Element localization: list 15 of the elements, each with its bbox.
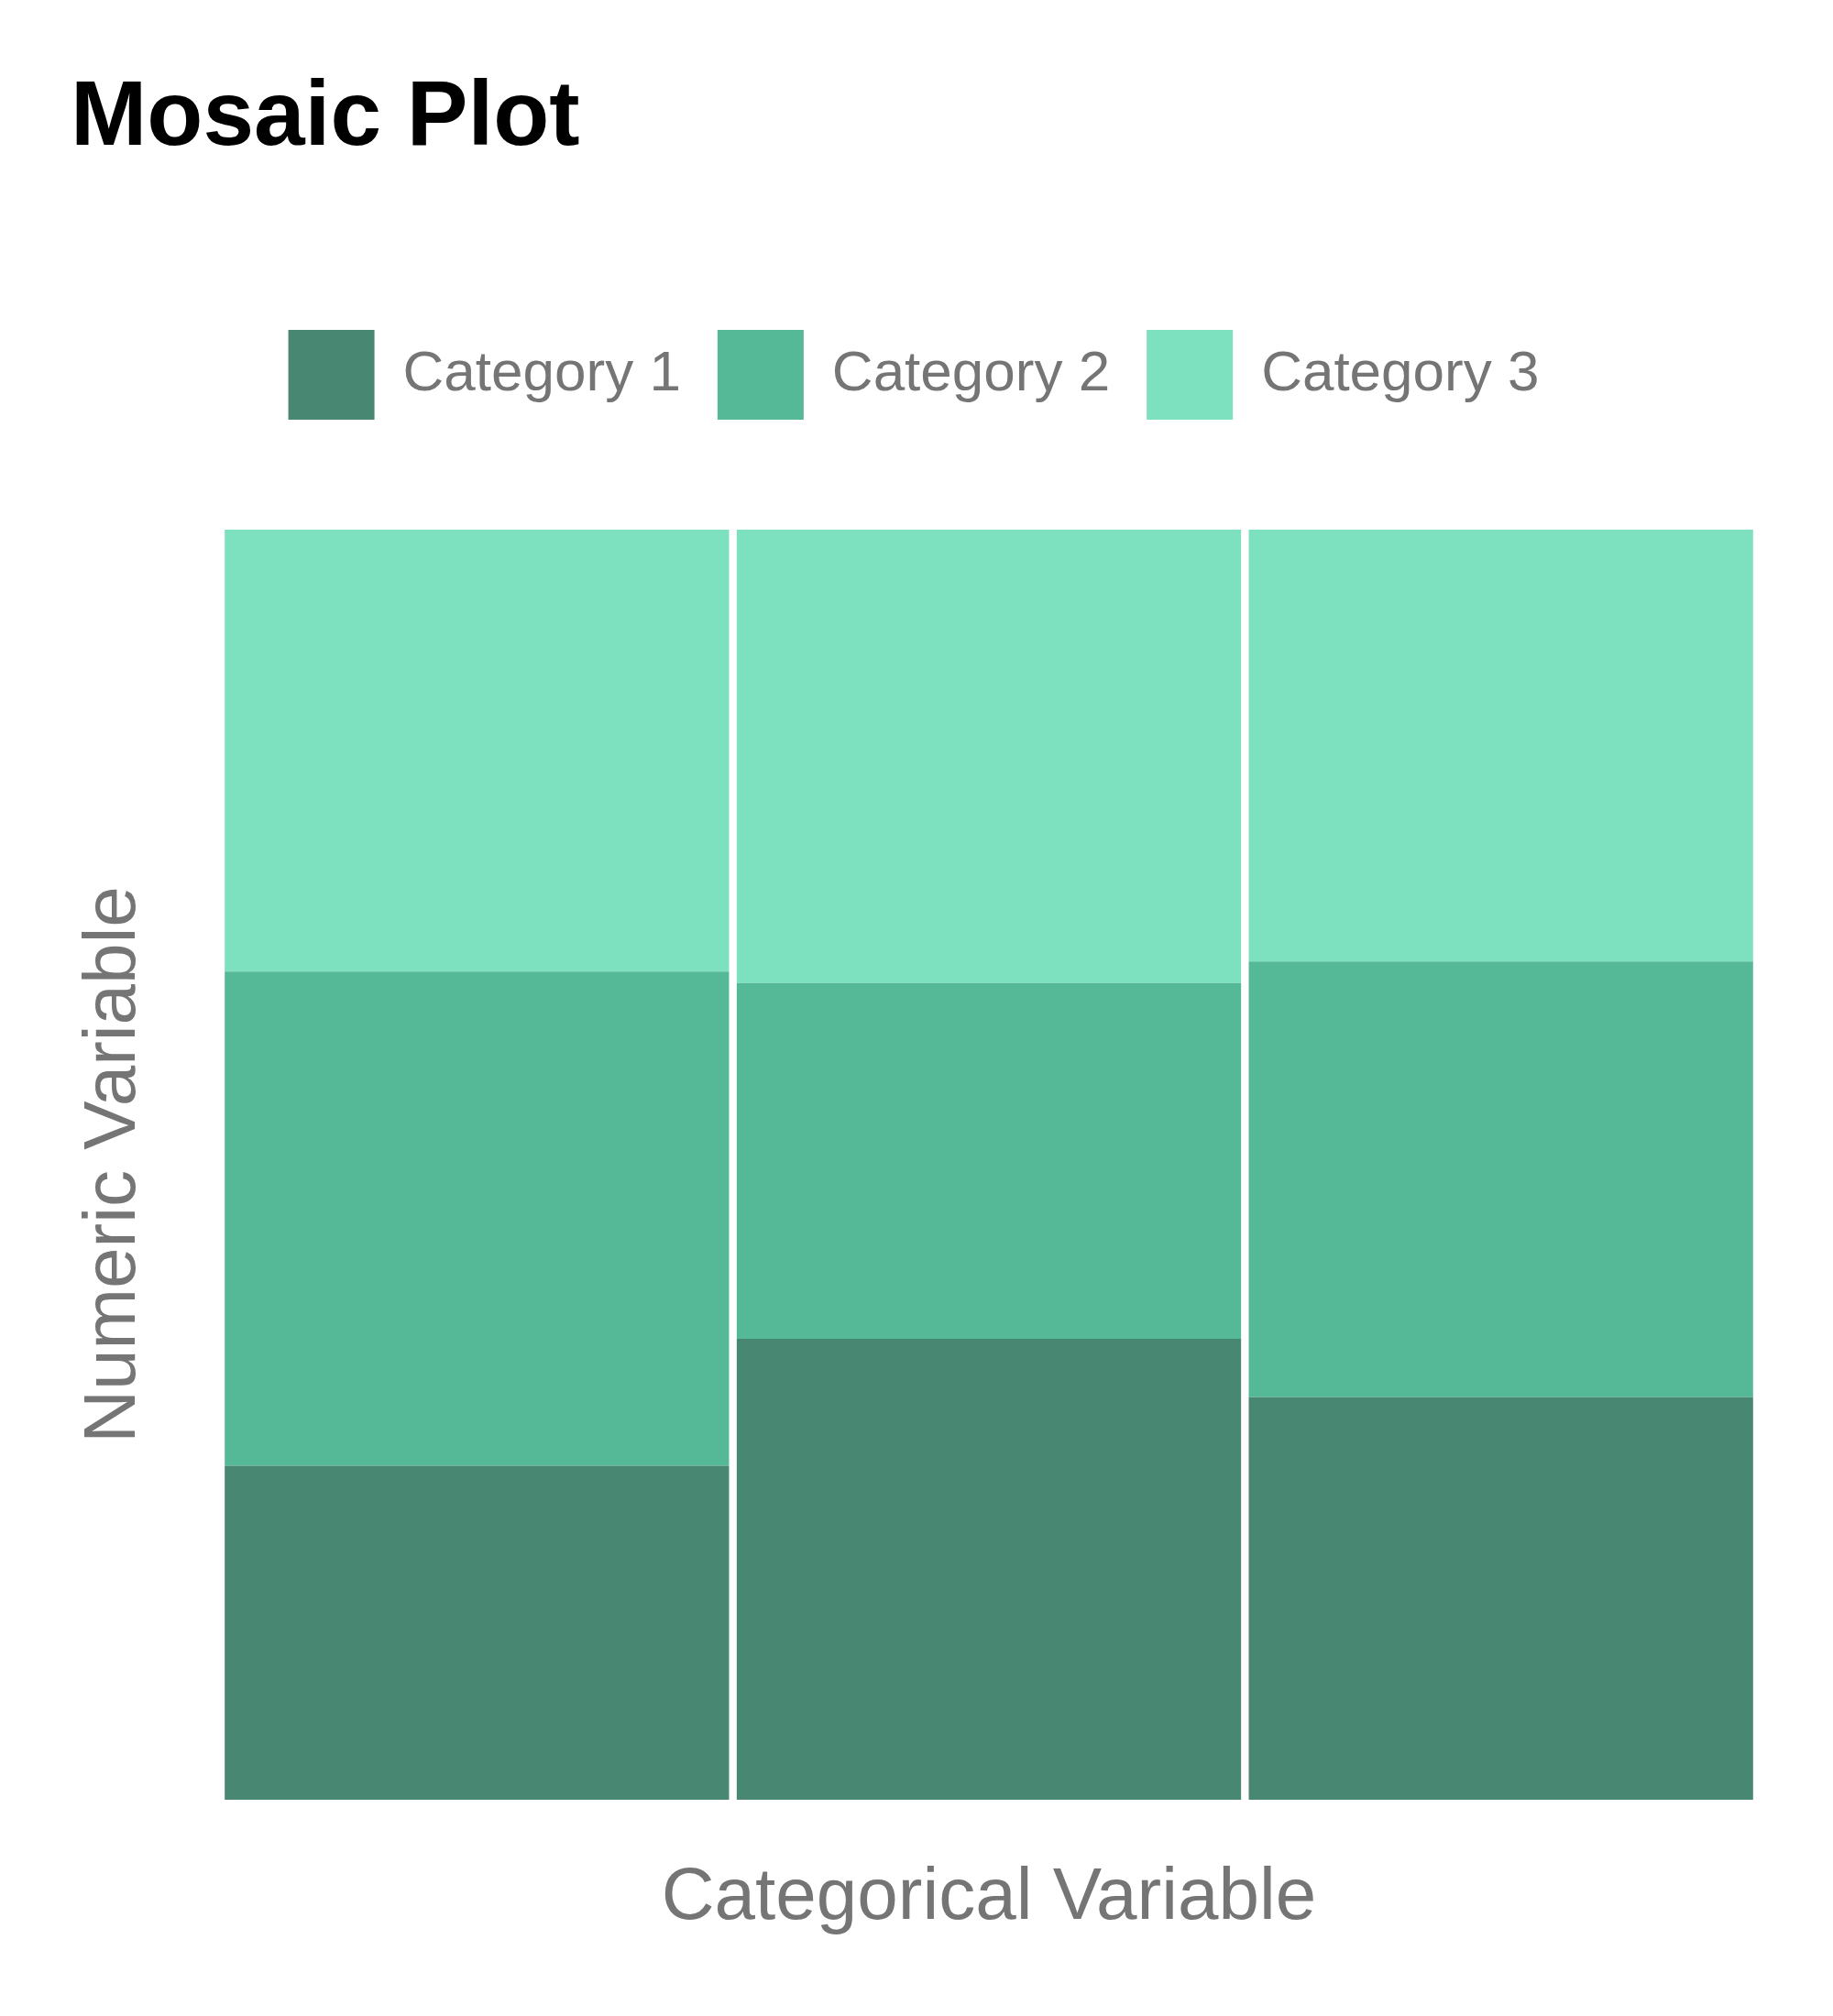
- bar: [1248, 530, 1753, 962]
- bar: [736, 530, 1242, 983]
- bar: [225, 971, 730, 1466]
- bar: [1248, 1397, 1753, 1800]
- legend-label: Category 1: [402, 339, 681, 403]
- chart-title: Mosaic Plot: [71, 60, 580, 164]
- bar: [736, 1338, 1242, 1800]
- bar: [1248, 961, 1753, 1397]
- bar: [736, 982, 1242, 1339]
- legend-label: Category 3: [1261, 339, 1540, 403]
- y-axis-title: Numeric Variable: [69, 886, 151, 1443]
- bar: [225, 530, 730, 972]
- legend-label: Category 2: [831, 339, 1111, 403]
- bar: [225, 1465, 730, 1800]
- x-axis-title: Categorical Variable: [661, 1853, 1317, 1935]
